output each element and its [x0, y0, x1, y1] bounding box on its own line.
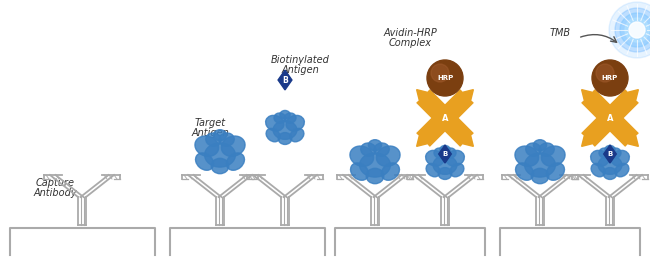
- Circle shape: [592, 60, 628, 96]
- Text: Complex: Complex: [389, 38, 432, 48]
- Text: B: B: [607, 151, 612, 157]
- Ellipse shape: [450, 163, 464, 177]
- Circle shape: [427, 60, 463, 96]
- Circle shape: [431, 64, 449, 82]
- Circle shape: [629, 22, 645, 38]
- Text: TMB: TMB: [549, 28, 571, 38]
- Ellipse shape: [515, 163, 534, 180]
- Ellipse shape: [591, 163, 605, 177]
- Ellipse shape: [531, 168, 549, 184]
- Ellipse shape: [195, 136, 218, 156]
- Polygon shape: [439, 145, 451, 163]
- Polygon shape: [628, 90, 638, 100]
- Circle shape: [609, 2, 650, 58]
- Ellipse shape: [280, 110, 290, 119]
- Ellipse shape: [382, 163, 400, 180]
- Polygon shape: [604, 145, 616, 163]
- Polygon shape: [463, 90, 473, 100]
- Text: Antigen: Antigen: [191, 128, 229, 138]
- Ellipse shape: [526, 143, 541, 156]
- Polygon shape: [278, 70, 292, 90]
- Polygon shape: [582, 90, 592, 100]
- Ellipse shape: [609, 148, 621, 158]
- Ellipse shape: [219, 133, 234, 146]
- Text: Antibody: Antibody: [33, 188, 77, 198]
- Ellipse shape: [284, 113, 296, 123]
- Ellipse shape: [438, 167, 452, 179]
- Ellipse shape: [440, 145, 450, 154]
- Ellipse shape: [433, 156, 457, 174]
- Ellipse shape: [611, 150, 629, 166]
- Ellipse shape: [350, 163, 369, 180]
- Ellipse shape: [211, 158, 229, 174]
- Polygon shape: [417, 90, 427, 100]
- Text: B: B: [443, 151, 448, 157]
- Text: Biotinylated: Biotinylated: [270, 55, 330, 65]
- Ellipse shape: [196, 153, 214, 170]
- Ellipse shape: [426, 163, 440, 177]
- Ellipse shape: [273, 121, 297, 139]
- Ellipse shape: [374, 143, 389, 156]
- Ellipse shape: [603, 167, 617, 179]
- Ellipse shape: [359, 153, 391, 177]
- Circle shape: [620, 13, 650, 47]
- Text: B: B: [282, 75, 288, 84]
- Ellipse shape: [366, 168, 384, 184]
- Ellipse shape: [426, 150, 444, 166]
- Ellipse shape: [376, 146, 400, 166]
- Ellipse shape: [206, 133, 221, 146]
- Ellipse shape: [266, 115, 284, 131]
- Ellipse shape: [534, 140, 547, 151]
- Text: A: A: [442, 114, 448, 122]
- Ellipse shape: [444, 148, 456, 158]
- Ellipse shape: [434, 148, 446, 158]
- Ellipse shape: [591, 150, 609, 166]
- Ellipse shape: [205, 143, 235, 167]
- Ellipse shape: [446, 150, 464, 166]
- Ellipse shape: [547, 163, 564, 180]
- Ellipse shape: [515, 146, 539, 166]
- Polygon shape: [463, 136, 473, 146]
- Ellipse shape: [369, 140, 382, 151]
- Ellipse shape: [615, 163, 629, 177]
- Ellipse shape: [605, 145, 615, 154]
- Ellipse shape: [274, 113, 286, 123]
- Polygon shape: [582, 136, 592, 146]
- Ellipse shape: [290, 128, 304, 142]
- Text: Capture: Capture: [36, 178, 75, 188]
- Text: Avidin-HRP: Avidin-HRP: [383, 28, 437, 38]
- Ellipse shape: [541, 146, 565, 166]
- Text: Target: Target: [194, 118, 226, 128]
- Ellipse shape: [361, 143, 376, 156]
- Ellipse shape: [539, 143, 554, 156]
- Circle shape: [615, 8, 650, 52]
- Ellipse shape: [350, 146, 374, 166]
- Circle shape: [625, 18, 649, 42]
- Ellipse shape: [266, 128, 280, 142]
- Polygon shape: [417, 136, 427, 146]
- Ellipse shape: [599, 148, 611, 158]
- Text: A: A: [606, 114, 613, 122]
- Circle shape: [596, 64, 614, 82]
- Ellipse shape: [213, 130, 227, 141]
- Ellipse shape: [278, 133, 292, 145]
- Polygon shape: [628, 136, 638, 146]
- Text: HRP: HRP: [602, 75, 618, 81]
- Ellipse shape: [525, 153, 555, 177]
- Ellipse shape: [598, 156, 622, 174]
- Ellipse shape: [226, 153, 244, 170]
- Text: Antigen: Antigen: [281, 65, 319, 75]
- Text: HRP: HRP: [437, 75, 453, 81]
- Ellipse shape: [222, 136, 245, 156]
- Ellipse shape: [286, 115, 304, 131]
